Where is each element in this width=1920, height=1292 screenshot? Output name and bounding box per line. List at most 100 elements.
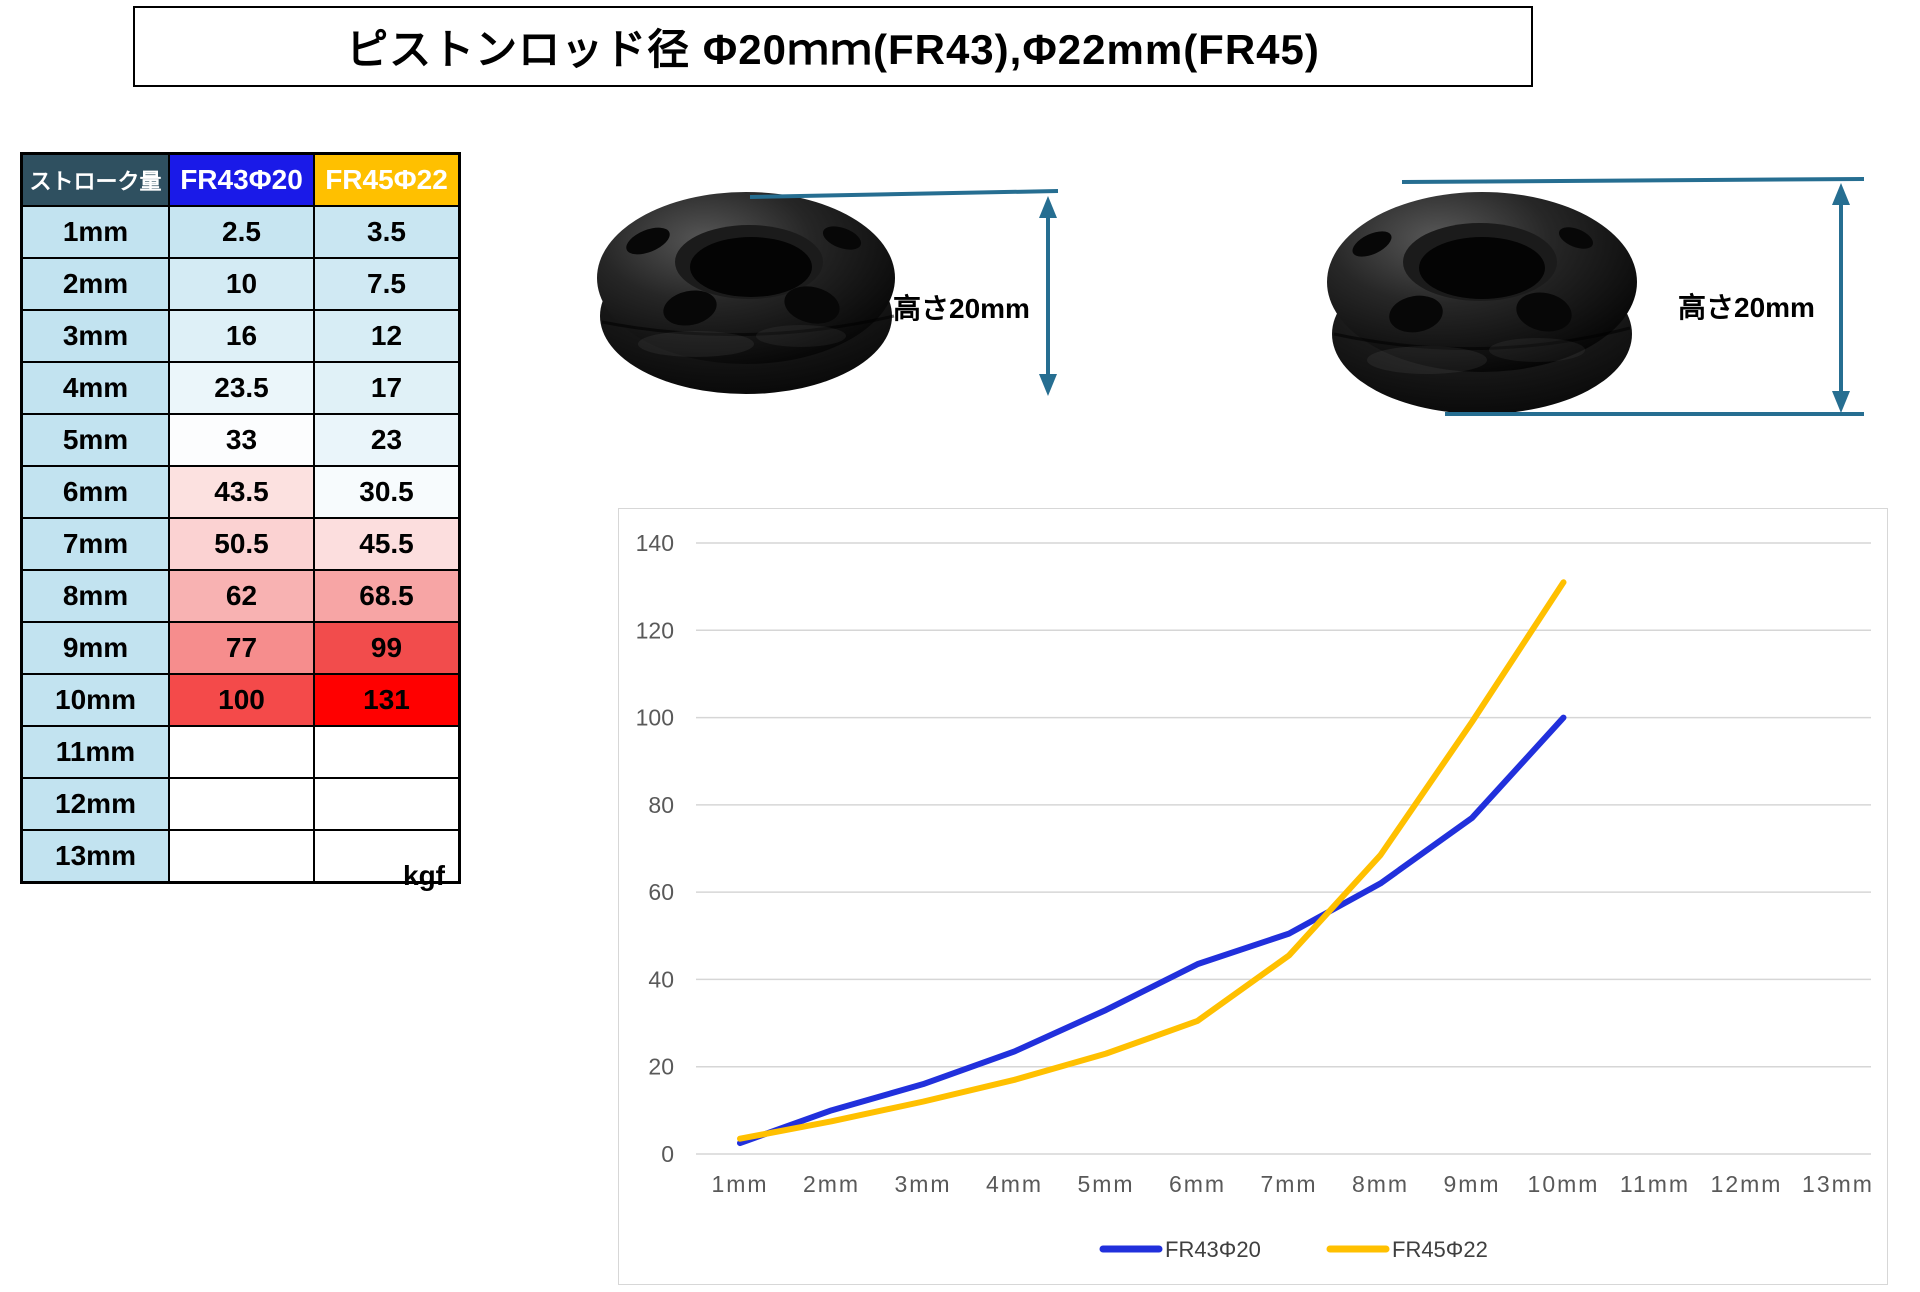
- stroke-cell: 10mm: [20, 673, 170, 727]
- fr45-value-cell: 17: [313, 361, 461, 415]
- table-header-row: ストローク量 FR43Φ20 FR45Φ22: [20, 152, 461, 207]
- stroke-cell: 7mm: [20, 517, 170, 571]
- fr45-value-cell: 45.5: [313, 517, 461, 571]
- series-line-FR45Φ22: [737, 579, 1567, 1142]
- x-axis-tick-label: 6mm: [1169, 1171, 1226, 1197]
- fr45-value-cell: 99: [313, 621, 461, 675]
- dimension-line-top-1: [749, 189, 1059, 199]
- y-axis-tick-label: 20: [648, 1054, 674, 1080]
- product-photo-fr45: [1327, 192, 1637, 414]
- y-axis-tick-label: 40: [648, 966, 674, 992]
- stroke-cell: 9mm: [20, 621, 170, 675]
- series-line-FR43Φ20: [737, 714, 1567, 1147]
- stroke-cell: 1mm: [20, 205, 170, 259]
- arrowhead-up-2: [1832, 183, 1850, 205]
- fr43-value-cell: 62: [168, 569, 315, 623]
- stroke-cell: 3mm: [20, 309, 170, 363]
- stroke-cell: 4mm: [20, 361, 170, 415]
- fr45-value-cell: 12: [313, 309, 461, 363]
- table-row: 10mm 100 131: [20, 673, 461, 727]
- stroke-cell: 8mm: [20, 569, 170, 623]
- table-row: 2mm 10 7.5: [20, 257, 461, 311]
- arrowhead-down-2: [1832, 391, 1850, 413]
- table-row: 3mm 16 12: [20, 309, 461, 363]
- column-header: FR45Φ22: [313, 152, 461, 207]
- legend-label: FR43Φ20: [1165, 1237, 1261, 1262]
- stroke-cell: 5mm: [20, 413, 170, 467]
- fr45-value-cell: [313, 777, 461, 831]
- chart-canvas: 0 20 40 60 80 100 120 140 1mm 2mm 3mm 4mm 5mm 6mm 7mm 8…: [636, 530, 1874, 1262]
- table-row: 1mm 2.5 3.5: [20, 205, 461, 259]
- x-axis-tick-label: 7mm: [1260, 1171, 1317, 1197]
- table-row: 6mm 43.5 30.5: [20, 465, 461, 519]
- x-axis-tick-label: 2mm: [803, 1171, 860, 1197]
- fr43-value-cell: [168, 725, 315, 779]
- fr43-value-cell: 2.5: [168, 205, 315, 259]
- stroke-cell: 6mm: [20, 465, 170, 519]
- x-axis-tick-label: 10mm: [1528, 1171, 1600, 1197]
- y-axis-tick-label: 100: [636, 705, 674, 731]
- y-axis-tick-label: 120: [636, 617, 674, 643]
- page-title: ピストンロッド径 Φ20ｍｍ(FR43),Φ22mm(FR45): [346, 26, 1320, 73]
- fr45-value-cell: 3.5: [313, 205, 461, 259]
- stroke-cell: 2mm: [20, 257, 170, 311]
- fr43-value-cell: 100: [168, 673, 315, 727]
- table-row: 8mm 62 68.5: [20, 569, 461, 623]
- x-axis-tick-label: 3mm: [894, 1171, 951, 1197]
- dimension-line-top-2: [1401, 177, 1865, 184]
- table-row: 4mm 23.5 17: [20, 361, 461, 415]
- x-axis-tick-label: 8mm: [1352, 1171, 1409, 1197]
- stroke-load-table: ストローク量 FR43Φ20 FR45Φ22 1mm 2.5 3.5 2mm 10 7.5 3m…: [20, 152, 461, 884]
- x-axis-tick-label: 4mm: [986, 1171, 1043, 1197]
- bump-stop-illustration: [1327, 192, 1637, 414]
- fr43-value-cell: 50.5: [168, 517, 315, 571]
- fr45-value-cell: 131: [313, 673, 461, 727]
- table-row: 11mm: [20, 725, 461, 779]
- x-axis-tick-label: 12mm: [1711, 1171, 1783, 1197]
- stroke-cell: 11mm: [20, 725, 170, 779]
- x-axis-tick-label: 11mm: [1620, 1171, 1690, 1197]
- product-photo-fr43: [597, 192, 895, 394]
- fr45-value-cell: 7.5: [313, 257, 461, 311]
- fr43-value-cell: 16: [168, 309, 315, 363]
- arrowhead-up-1: [1039, 196, 1057, 218]
- fr45-value-cell: 23: [313, 413, 461, 467]
- x-axis-tick-label: 13mm: [1802, 1171, 1874, 1197]
- table-row: 7mm 50.5 45.5: [20, 517, 461, 571]
- fr43-value-cell: 23.5: [168, 361, 315, 415]
- table-row: 12mm: [20, 777, 461, 831]
- fr45-value-cell: [313, 725, 461, 779]
- arrowhead-down-1: [1039, 374, 1057, 396]
- fr43-value-cell: 33: [168, 413, 315, 467]
- fr43-value-cell: [168, 829, 315, 884]
- fr43-value-cell: [168, 777, 315, 831]
- fr45-value-cell: [313, 829, 461, 884]
- height-caption-1: 高さ20mm: [893, 293, 1030, 324]
- table-row: 13mm: [20, 829, 461, 884]
- y-axis-tick-label: 60: [648, 879, 674, 905]
- column-header: ストローク量: [20, 152, 170, 207]
- stroke-cell: 13mm: [20, 829, 170, 884]
- load-stroke-chart: 0 20 40 60 80 100 120 140 1mm 2mm 3mm 4mm 5mm 6mm 7mm 8…: [618, 508, 1888, 1285]
- legend-label: FR45Φ22: [1392, 1237, 1488, 1262]
- y-axis-tick-label: 0: [661, 1141, 674, 1167]
- fr43-value-cell: 10: [168, 257, 315, 311]
- table-row: 9mm 77 99: [20, 621, 461, 675]
- y-axis-tick-label: 140: [636, 530, 674, 556]
- x-axis-tick-label: 1mm: [711, 1171, 768, 1197]
- fr45-value-cell: 68.5: [313, 569, 461, 623]
- fr43-value-cell: 43.5: [168, 465, 315, 519]
- table-row: 5mm 33 23: [20, 413, 461, 467]
- height-caption-2: 高さ20mm: [1678, 292, 1815, 323]
- fr45-value-cell: 30.5: [313, 465, 461, 519]
- x-axis-tick-label: 9mm: [1443, 1171, 1500, 1197]
- bump-stop-illustration: [597, 192, 895, 394]
- unit-label: kgf: [403, 860, 445, 891]
- x-axis-tick-label: 5mm: [1077, 1171, 1134, 1197]
- y-axis-tick-label: 80: [648, 792, 674, 818]
- fr43-value-cell: 77: [168, 621, 315, 675]
- title-banner: ピストンロッド径 Φ20ｍｍ(FR43),Φ22mm(FR45): [133, 6, 1533, 87]
- stroke-cell: 12mm: [20, 777, 170, 831]
